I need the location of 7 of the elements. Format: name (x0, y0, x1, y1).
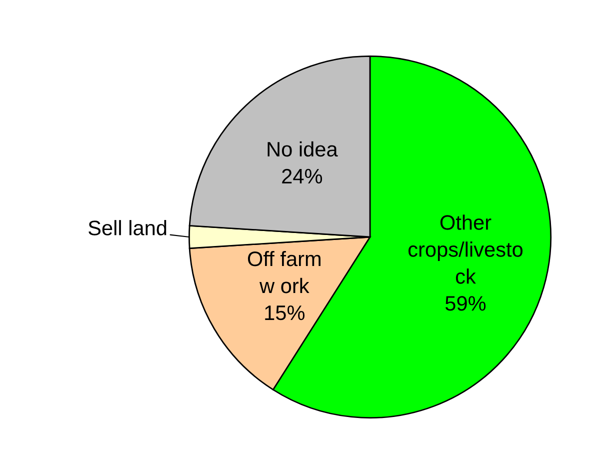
slice-label: Off farm w ork (248, 250, 320, 294)
data-label: 59% (445, 296, 486, 311)
slice-label: Sell land (88, 220, 166, 236)
data-label: 15% (265, 306, 305, 320)
data-label: 24% (282, 168, 322, 184)
slice-label: No idea (268, 141, 338, 157)
slice-label: Other crops/livesto ck (408, 214, 523, 284)
